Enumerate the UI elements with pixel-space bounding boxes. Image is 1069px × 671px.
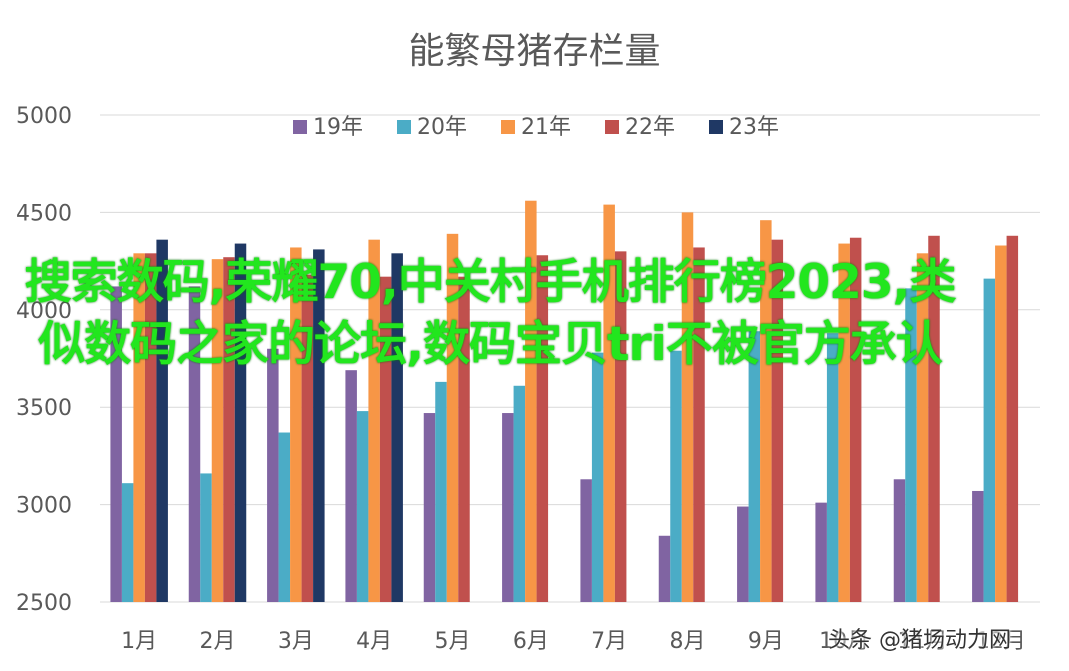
bar-23年-3月 [313,249,325,603]
bar-21年-4月 [368,239,380,602]
x-tick-label: 5月 [435,629,471,654]
bar-23年-2月 [234,243,247,602]
bar-19年-9月 [737,506,749,602]
x-tick-label: 4月 [356,629,392,654]
x-tick-label: 1月 [121,629,157,654]
bar-22年-8月 [693,247,705,603]
x-tick-label: 12月 [976,629,1026,654]
bar-20年-1月 [121,483,134,602]
bar-21年-11月 [916,253,929,603]
legend-label: 20年 [417,115,467,140]
legend-swatch [605,120,619,134]
x-tick-label: 7月 [591,629,627,654]
bar-19年-2月 [188,286,201,602]
x-tick-label: 10月 [819,629,869,654]
bar-20年-11月 [905,288,917,602]
bar-20年-8月 [670,350,682,602]
legend-swatch [293,120,307,134]
x-tick-label: 3月 [278,629,314,654]
bar-20年-7月 [591,352,604,602]
bar-21年-3月 [290,247,302,603]
bar-19年-6月 [502,413,514,602]
x-tick-label: 11月 [898,629,948,654]
bar-21年-7月 [603,204,615,602]
bar-19年-3月 [267,348,279,602]
bar-21年-6月 [525,200,537,602]
bar-22年-12月 [1006,235,1019,602]
legend-swatch [501,120,515,134]
bar-22年-11月 [928,235,940,602]
bar-21年-10月 [838,243,850,602]
bar-19年-4月 [345,370,357,602]
bar-20年-12月 [983,278,996,602]
legend-label: 22年 [625,115,675,140]
x-tick-label: 8月 [670,629,706,654]
x-tick-label: 9月 [748,629,784,654]
legend-label: 21年 [521,115,571,140]
chart-title: 能繁母猪存栏量 [408,31,661,72]
bar-19年-10月 [815,502,827,602]
bar-21年-8月 [681,212,694,602]
x-tick-label: 2月 [200,629,236,654]
legend-label: 23年 [729,115,779,140]
bar-22年-7月 [614,251,627,603]
bar-20年-3月 [278,432,291,602]
watermark: 头条 @猪场动力网 [828,628,1011,653]
bar-19年-12月 [972,490,984,602]
y-tick-label: 3000 [16,494,72,519]
bar-22年-1月 [144,253,157,603]
bar-20年-2月 [200,473,212,602]
bar-20年-6月 [513,385,526,602]
bar-19年-5月 [423,413,436,602]
legend-label: 19年 [313,115,363,140]
bar-22年-6月 [536,255,549,603]
bar-20年-10月 [826,333,839,602]
y-tick-label: 3500 [16,396,72,421]
y-tick-label: 4000 [16,299,72,324]
bar-20年-9月 [748,331,761,602]
y-tick-label: 5000 [16,104,72,129]
bar-22年-9月 [771,239,784,602]
bar-20年-4月 [356,411,369,602]
bar-21年-9月 [760,220,772,602]
bar-21年-2月 [211,259,224,602]
bar-20年-5月 [435,381,447,602]
bar-19年-7月 [580,479,592,602]
bar-22年-10月 [849,237,862,602]
bar-19年-1月 [110,286,122,602]
x-tick-label: 6月 [513,629,549,654]
bar-21年-5月 [446,233,459,602]
bar-22年-3月 [301,274,314,602]
y-tick-label: 2500 [16,591,72,616]
legend-swatch [397,120,411,134]
bar-22年-4月 [379,276,392,602]
overlay-text: 搜索数码,荣耀70,中关村手机排行榜2023,类似数码之家的论坛,数码宝贝tri… [24,255,957,372]
bar-22年-5月 [458,276,470,602]
y-tick-label: 4500 [16,201,72,226]
bar-23年-4月 [391,253,403,603]
bar-22年-2月 [223,257,235,602]
bar-19年-11月 [893,479,906,602]
bar-21年-1月 [133,253,145,603]
legend-swatch [709,120,723,134]
bar-19年-8月 [658,535,671,602]
bar-23年-1月 [156,239,168,602]
bar-21年-12月 [995,245,1007,603]
